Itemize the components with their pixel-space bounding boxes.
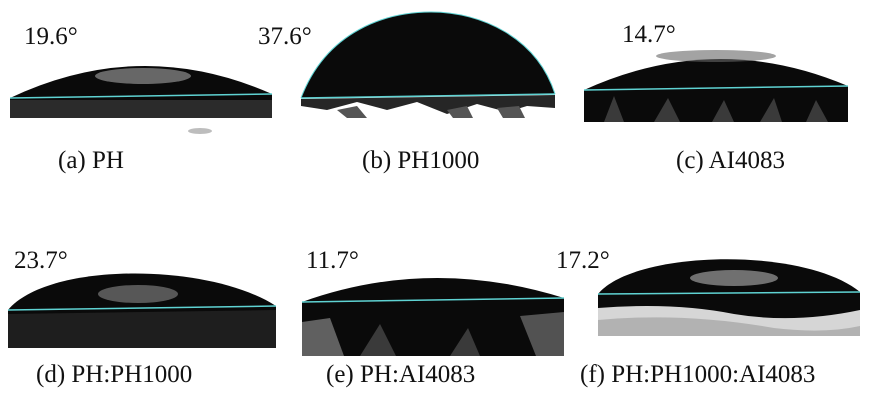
caption-c: (c) AI4083 (676, 147, 785, 174)
contact-angle-b: 37.6° (258, 23, 312, 50)
droplet-image-b (297, 10, 559, 120)
contact-angle-a: 19.6° (24, 23, 78, 50)
contact-angle-f: 17.2° (556, 247, 610, 274)
caption-d: (d) PH:PH1000 (36, 361, 193, 388)
caption-e: (e) PH:AI4083 (326, 361, 476, 388)
caption-f: (f) PH:PH1000:AI4083 (580, 361, 816, 388)
contact-angle-e: 11.7° (306, 247, 359, 274)
droplet-image-e (300, 262, 566, 356)
contact-angle-d: 23.7° (14, 247, 68, 274)
droplet-image-c (584, 40, 848, 122)
droplet-image-f (594, 248, 862, 336)
caption-a: (a) PH (58, 147, 124, 174)
droplet-image-a (8, 50, 274, 140)
contact-angle-c: 14.7° (622, 21, 676, 48)
caption-b: (b) PH1000 (362, 147, 480, 174)
droplet-image-d (8, 258, 276, 348)
